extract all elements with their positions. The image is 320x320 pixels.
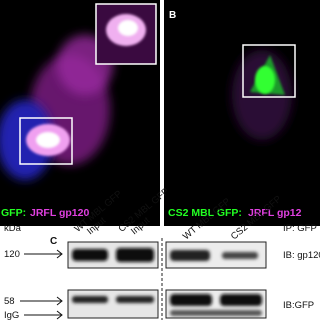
channel-label: JRFL gp12 (248, 207, 302, 219)
channel-label: GFP: (1, 207, 26, 219)
blot-label: IB:GFP (283, 300, 314, 311)
marker-label: 120 (4, 249, 20, 260)
marker-label: 58 (4, 296, 15, 307)
marker-label: IgG (4, 310, 19, 320)
unit-label: kDa (4, 223, 22, 234)
panel-letter: B (169, 10, 176, 21)
channel-label: JRFL gp120 (30, 207, 89, 219)
micrograph-b: B CS2 MBL GFP: JRFL gp12 (164, 0, 320, 226)
panel-letter: C (50, 236, 57, 247)
ip-label: IP: GFP (283, 223, 317, 234)
micrograph-a: GFP: JRFL gp120 (0, 0, 160, 226)
blot-label: IB: gp120 (283, 250, 320, 261)
channel-label: CS2 MBL GFP: (168, 207, 242, 219)
